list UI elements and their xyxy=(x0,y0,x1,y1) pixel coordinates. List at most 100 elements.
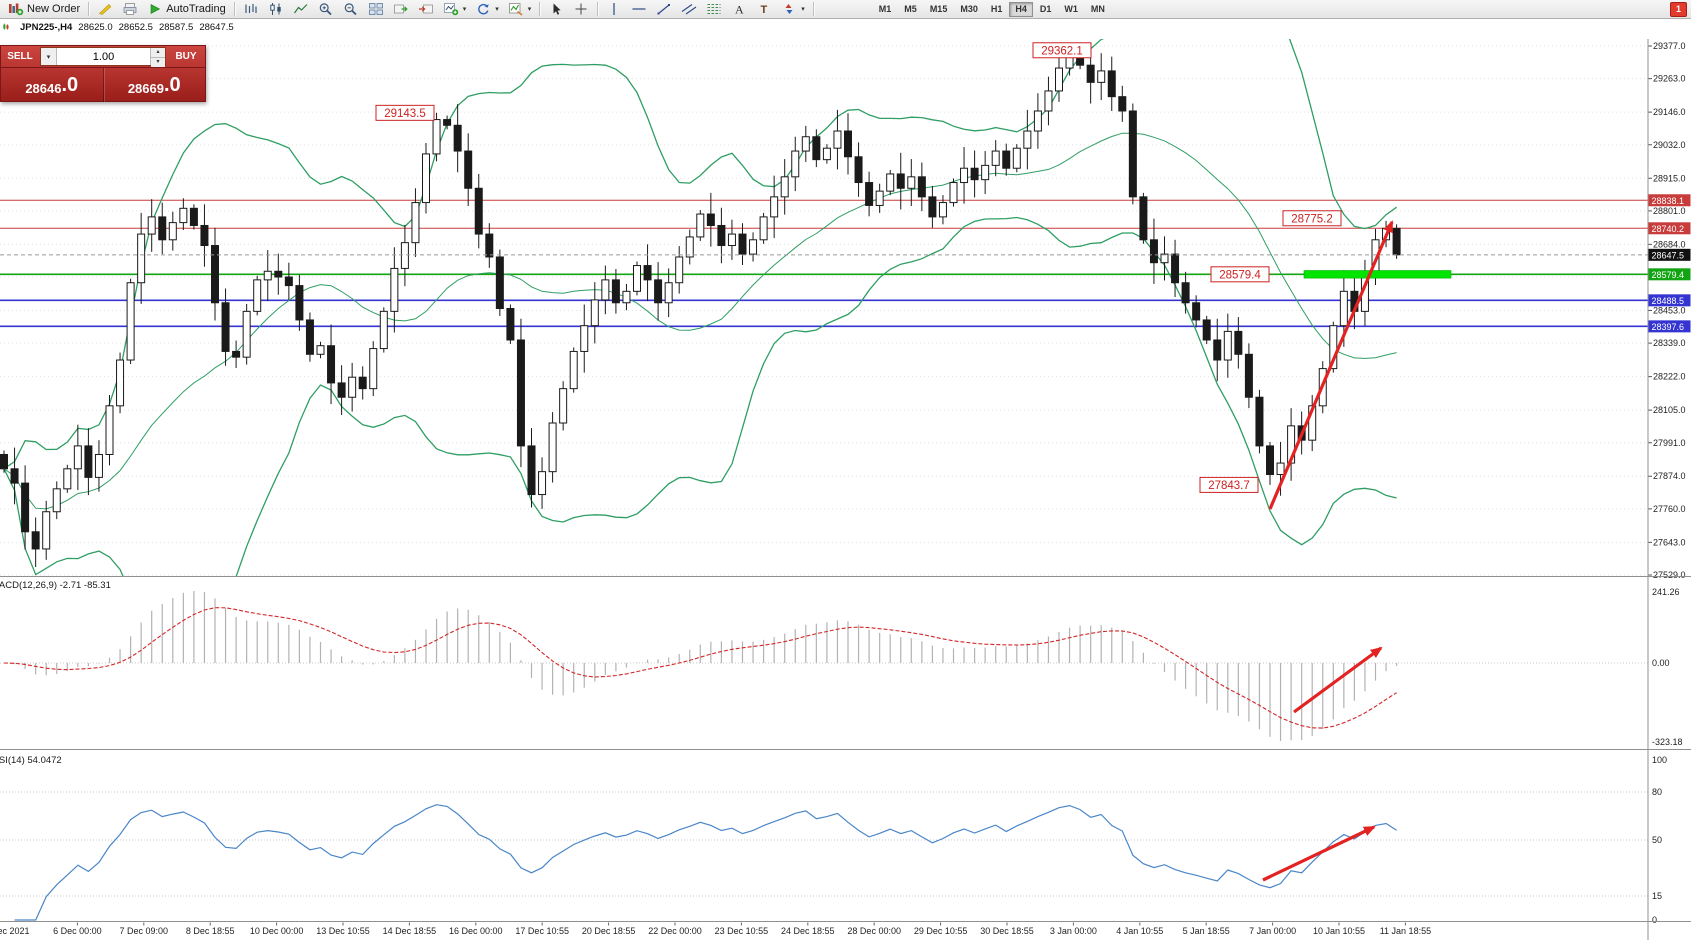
overlays-layer[interactable] xyxy=(0,254,1648,279)
timeframe-m1[interactable]: M1 xyxy=(873,2,898,17)
svg-text:100: 100 xyxy=(1652,755,1667,765)
price-tick-label: 29032.0 xyxy=(1653,140,1686,150)
profiles-icon[interactable]: ▾ xyxy=(471,1,503,18)
zoom-out-icon[interactable] xyxy=(339,1,363,18)
time-axis-label: 10 Jan 10:55 xyxy=(1313,926,1365,936)
indicators-icon[interactable]: ▾ xyxy=(504,1,536,18)
crosshair-icon xyxy=(573,2,589,16)
svg-text:28397.6: 28397.6 xyxy=(1652,322,1685,332)
one-click-trading-panel: SELL ▾ ▴ ▾ BUY 28646.0 28669.0 xyxy=(0,45,206,102)
price-annotation-text: 29362.1 xyxy=(1041,45,1083,57)
timeframe-m30[interactable]: M30 xyxy=(954,2,984,17)
trend-arrows[interactable] xyxy=(1262,220,1394,882)
timeframe-h1[interactable]: H1 xyxy=(985,2,1009,17)
price-tick-label: 27991.0 xyxy=(1653,438,1686,448)
new-order-button[interactable]: New Order xyxy=(4,1,84,18)
price-tick-label: 28222.0 xyxy=(1653,372,1686,382)
level-lines-layer[interactable] xyxy=(0,199,1648,328)
price-chart[interactable]: 29362.1 29143.5 28775.2 28579.4 27843.7 241.2… xyxy=(0,19,1691,940)
svg-text:28488.5: 28488.5 xyxy=(1652,296,1685,306)
timeframe-d1[interactable]: D1 xyxy=(1034,2,1058,17)
timeframe-m5[interactable]: M5 xyxy=(898,2,923,17)
zoom-in-icon[interactable] xyxy=(314,1,338,18)
rsi-indicator-label: RSI(14) 54.0472 xyxy=(0,755,62,766)
pane-borders xyxy=(0,39,1691,940)
sell-price-button[interactable]: 28646.0 xyxy=(1,68,103,102)
horizontal-line-icon[interactable] xyxy=(627,1,651,18)
timeframe-w1[interactable]: W1 xyxy=(1058,2,1084,17)
channel-icon[interactable] xyxy=(677,1,701,18)
time-axis[interactable]: Dec 2021 6 Dec 00:00 7 Dec 09:00 8 Dec 18:5… xyxy=(0,922,1431,937)
price-annotation-text: 29143.5 xyxy=(384,108,426,120)
text-icon[interactable]: A xyxy=(727,1,751,18)
fibonacci-icon[interactable] xyxy=(702,1,726,18)
auto-scroll-icon xyxy=(393,2,409,16)
metaeditor-icon xyxy=(97,2,113,16)
cursor-icon xyxy=(548,2,564,16)
volume-stepper: ▴ ▾ xyxy=(150,48,165,67)
new-order-button-label: New Order xyxy=(27,3,81,15)
timeframe-h4[interactable]: H4 xyxy=(1009,1,1033,17)
volume-decrement-button[interactable]: ▾ xyxy=(151,58,165,67)
price-axis[interactable]: 29377.0 29263.0 29146.0 29032.0 28915.0 28801… xyxy=(1648,41,1691,580)
price-axis-tag xyxy=(1648,222,1691,235)
print-icon[interactable] xyxy=(118,1,142,18)
timeframe-m15[interactable]: M15 xyxy=(924,2,954,17)
time-axis-label: 13 Dec 10:55 xyxy=(316,926,370,936)
chevron-down-icon: ▾ xyxy=(462,6,467,13)
metaeditor-icon[interactable] xyxy=(93,1,117,18)
notification-badge[interactable]: 1 xyxy=(1670,1,1687,17)
bar-chart-icon[interactable] xyxy=(239,1,263,18)
chevron-down-icon: ▾ xyxy=(527,6,532,13)
price-tick-label: 28801.0 xyxy=(1653,206,1686,216)
chart-shift-icon[interactable] xyxy=(414,1,438,18)
text-label-icon: T xyxy=(756,2,772,16)
volume-dropdown-button[interactable]: ▾ xyxy=(41,48,57,65)
buy-price-button[interactable]: 28669.0 xyxy=(102,68,206,102)
candlestick-chart-icon[interactable] xyxy=(264,1,288,18)
line-chart-icon[interactable] xyxy=(289,1,313,18)
ohlc-open: 28625.0 xyxy=(78,22,113,33)
price-tick-label: 28915.0 xyxy=(1653,173,1686,183)
price-annotations-layer[interactable]: 29362.1 29143.5 28775.2 28579.4 27843.7 xyxy=(375,42,1342,493)
vertical-line-icon[interactable] xyxy=(602,1,626,18)
svg-text:241.26: 241.26 xyxy=(1652,587,1680,597)
timeframe-mn[interactable]: MN xyxy=(1085,2,1111,17)
toolbar: New Order AutoTrading ▾ ▾ ▾ A T ▾ M1 M5 M15 M30 H1 H4… xyxy=(0,0,1691,19)
time-axis-label: 7 Jan 00:00 xyxy=(1249,926,1296,936)
time-axis-label: 28 Dec 00:00 xyxy=(847,926,901,936)
new-chart-icon[interactable]: ▾ xyxy=(439,1,471,18)
price-tick-label: 27874.0 xyxy=(1653,471,1686,481)
buy-price-int: 28669 xyxy=(127,80,164,96)
price-annotation-text: 27843.7 xyxy=(1208,480,1250,492)
time-axis-label: 8 Dec 18:55 xyxy=(186,926,235,936)
symbol-period-label: JPN225-,H4 xyxy=(20,22,73,33)
tile-windows-icon[interactable] xyxy=(364,1,388,18)
bollinger-bands xyxy=(3,39,1397,577)
trendline-icon[interactable] xyxy=(652,1,676,18)
price-axis-tag xyxy=(1648,320,1691,333)
time-axis-label: 23 Dec 10:55 xyxy=(715,926,769,936)
svg-text:50: 50 xyxy=(1652,835,1662,845)
crosshair-icon[interactable] xyxy=(569,1,593,18)
volume-input[interactable] xyxy=(57,48,150,65)
time-axis-label: 11 Jan 18:55 xyxy=(1380,926,1431,936)
bar-chart-icon xyxy=(243,2,259,16)
price-annotation-box xyxy=(1032,42,1092,59)
toolbar-separator xyxy=(233,2,235,16)
autotrading-play-icon xyxy=(147,2,163,16)
time-axis-label: 30 Dec 18:55 xyxy=(980,926,1034,936)
new-order-icon xyxy=(8,2,24,16)
volume-increment-button[interactable]: ▴ xyxy=(151,48,165,58)
vertical-line-icon xyxy=(606,2,622,16)
ohlc-low: 28587.5 xyxy=(158,22,194,33)
symbol-icon xyxy=(3,23,14,33)
time-axis-label: Dec 2021 xyxy=(0,926,30,936)
trendline-icon xyxy=(656,2,672,16)
autotrading-button[interactable]: AutoTrading xyxy=(143,1,230,18)
auto-scroll-icon[interactable] xyxy=(389,1,413,18)
tile-windows-icon xyxy=(368,2,384,16)
text-label-icon[interactable]: T xyxy=(752,1,776,18)
arrows-icon[interactable]: ▾ xyxy=(777,1,809,18)
cursor-icon[interactable] xyxy=(544,1,568,18)
